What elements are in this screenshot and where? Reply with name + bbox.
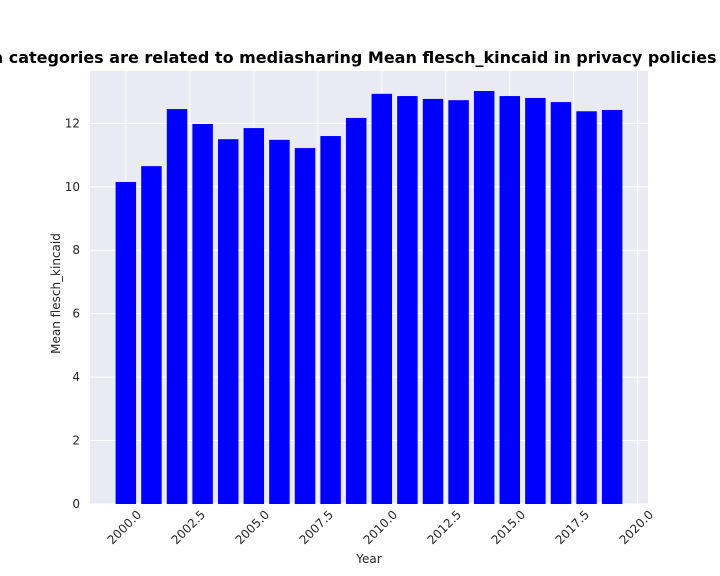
bar-2019 xyxy=(601,110,623,505)
bar-2013 xyxy=(448,100,469,504)
y-tick-label: 10 xyxy=(65,180,80,194)
bar-2010 xyxy=(371,93,393,504)
bar-2018 xyxy=(576,111,597,505)
chart-title: when categories are related to mediashar… xyxy=(0,48,720,67)
x-tick-label: 2007.5 xyxy=(297,508,337,548)
bar-2008 xyxy=(320,136,341,504)
bar-2016 xyxy=(525,97,546,504)
y-tick-label: 12 xyxy=(65,116,80,130)
y-axis-label: Mean flesch_kincaid xyxy=(49,233,63,354)
bar-2009 xyxy=(345,117,367,504)
x-tick-label: 2005.0 xyxy=(233,508,273,548)
y-tick-label: 2 xyxy=(72,434,80,448)
y-ticks: 0 2 4 6 8 10 12 xyxy=(65,116,80,511)
bar-2005 xyxy=(243,128,265,504)
x-tick-label: 2000.0 xyxy=(105,508,145,548)
y-tick-label: 0 xyxy=(72,497,80,511)
bar-2003 xyxy=(192,123,213,504)
bar-2004 xyxy=(217,139,239,504)
y-tick-label: 8 xyxy=(72,243,80,257)
bar-2011 xyxy=(397,96,418,505)
x-tick-label: 2010.0 xyxy=(361,508,401,548)
bars xyxy=(115,90,623,505)
bar-2006 xyxy=(269,139,290,505)
x-tick-label: 2002.5 xyxy=(169,508,209,548)
x-tick-label: 2015.0 xyxy=(489,508,529,548)
bar-2007 xyxy=(294,148,316,505)
y-tick-label: 4 xyxy=(72,370,80,384)
x-axis-label: Year xyxy=(355,552,381,566)
x-tick-label: 2020.0 xyxy=(617,508,657,548)
x-tick-label: 2017.5 xyxy=(553,508,593,548)
x-tick-label: 2012.5 xyxy=(425,508,465,548)
x-ticks: 2000.0 2002.5 2005.0 2007.5 2010.0 2012.5 2015… xyxy=(105,508,657,548)
bar-2002 xyxy=(166,109,188,505)
bar-2017 xyxy=(550,102,572,504)
bar-2001 xyxy=(141,166,162,504)
bar-2014 xyxy=(473,90,495,504)
bar-2012 xyxy=(422,98,444,505)
bar-2015 xyxy=(499,96,521,505)
bar-2000 xyxy=(115,182,137,504)
y-tick-label: 6 xyxy=(72,307,80,321)
